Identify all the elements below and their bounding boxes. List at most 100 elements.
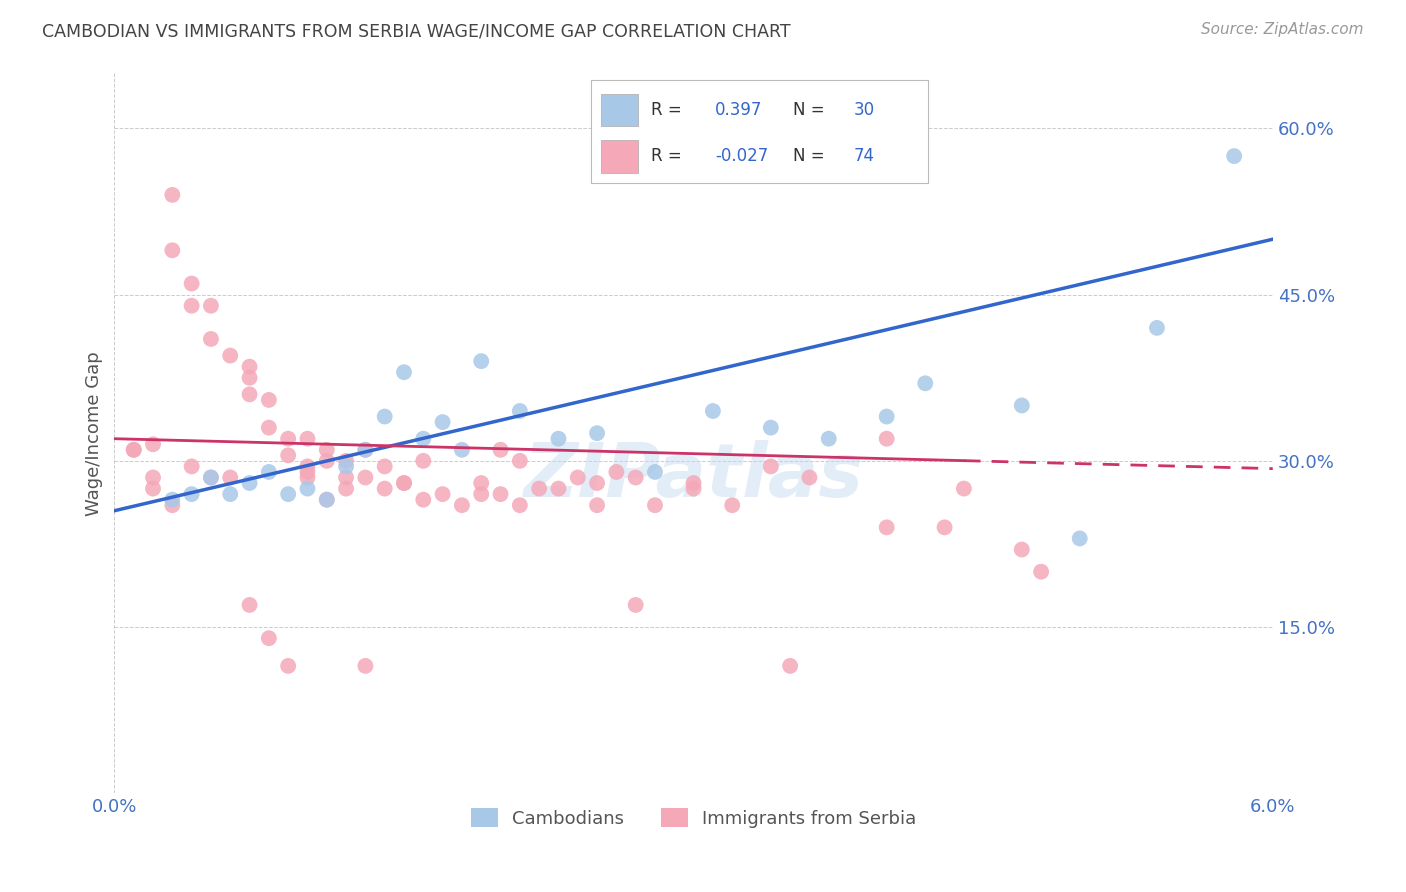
Point	[1011, 542, 1033, 557]
Point	[779, 659, 801, 673]
Point	[586, 498, 609, 512]
Text: 30: 30	[853, 101, 875, 119]
Point	[392, 476, 415, 491]
Point	[817, 432, 839, 446]
Point	[315, 492, 337, 507]
Point	[702, 404, 724, 418]
Point	[142, 437, 165, 451]
Point	[644, 498, 666, 512]
Point	[335, 454, 357, 468]
Point	[682, 482, 704, 496]
Point	[180, 277, 202, 291]
Point	[297, 432, 319, 446]
Point	[122, 442, 145, 457]
Point	[162, 498, 184, 512]
Point	[470, 354, 492, 368]
Point	[219, 487, 242, 501]
Point	[335, 482, 357, 496]
Point	[1011, 399, 1033, 413]
Point	[297, 465, 319, 479]
Point	[315, 454, 337, 468]
Point	[759, 420, 782, 434]
Point	[142, 482, 165, 496]
Text: -0.027: -0.027	[716, 147, 769, 165]
Text: R =: R =	[651, 147, 682, 165]
Point	[527, 482, 550, 496]
Point	[876, 520, 898, 534]
Point	[315, 492, 337, 507]
Point	[354, 442, 377, 457]
Point	[162, 244, 184, 258]
Point	[162, 187, 184, 202]
Point	[432, 487, 454, 501]
Point	[644, 465, 666, 479]
Point	[238, 359, 260, 374]
Point	[277, 487, 299, 501]
FancyBboxPatch shape	[600, 140, 638, 173]
Point	[200, 299, 222, 313]
Point	[914, 376, 936, 391]
Point	[219, 349, 242, 363]
Point	[354, 442, 377, 457]
Point	[374, 459, 396, 474]
Point	[470, 476, 492, 491]
Point	[122, 442, 145, 457]
Point	[876, 432, 898, 446]
Y-axis label: Wage/Income Gap: Wage/Income Gap	[86, 351, 103, 516]
Point	[451, 498, 474, 512]
Point	[489, 487, 512, 501]
Point	[219, 470, 242, 484]
Point	[374, 482, 396, 496]
Point	[238, 387, 260, 401]
Point	[567, 470, 589, 484]
Point	[547, 482, 569, 496]
Point	[412, 454, 434, 468]
Point	[1029, 565, 1052, 579]
Point	[586, 426, 609, 441]
Point	[509, 454, 531, 468]
Point	[257, 631, 280, 645]
Point	[876, 409, 898, 424]
FancyBboxPatch shape	[600, 94, 638, 127]
Point	[297, 470, 319, 484]
Point	[297, 459, 319, 474]
Point	[335, 459, 357, 474]
Point	[451, 442, 474, 457]
Point	[586, 476, 609, 491]
Point	[412, 492, 434, 507]
Point	[721, 498, 744, 512]
Point	[470, 487, 492, 501]
Point	[200, 470, 222, 484]
Text: ZIPatlas: ZIPatlas	[523, 440, 863, 513]
Point	[354, 470, 377, 484]
Point	[1223, 149, 1246, 163]
Point	[1146, 321, 1168, 335]
Text: R =: R =	[651, 101, 682, 119]
Point	[238, 476, 260, 491]
Point	[759, 459, 782, 474]
Point	[257, 465, 280, 479]
Point	[335, 470, 357, 484]
Point	[412, 432, 434, 446]
Point	[489, 442, 512, 457]
Point	[315, 442, 337, 457]
Point	[277, 432, 299, 446]
Point	[799, 470, 821, 484]
Point	[624, 470, 647, 484]
Point	[297, 482, 319, 496]
Point	[257, 420, 280, 434]
Text: 0.397: 0.397	[716, 101, 762, 119]
Point	[180, 299, 202, 313]
Point	[374, 409, 396, 424]
Point	[142, 470, 165, 484]
Legend: Cambodians, Immigrants from Serbia: Cambodians, Immigrants from Serbia	[464, 801, 924, 835]
Point	[682, 476, 704, 491]
Point	[432, 415, 454, 429]
Text: N =: N =	[793, 147, 824, 165]
Point	[180, 459, 202, 474]
Point	[1069, 532, 1091, 546]
Text: N =: N =	[793, 101, 824, 119]
Point	[180, 487, 202, 501]
Point	[392, 365, 415, 379]
Text: 74: 74	[853, 147, 875, 165]
